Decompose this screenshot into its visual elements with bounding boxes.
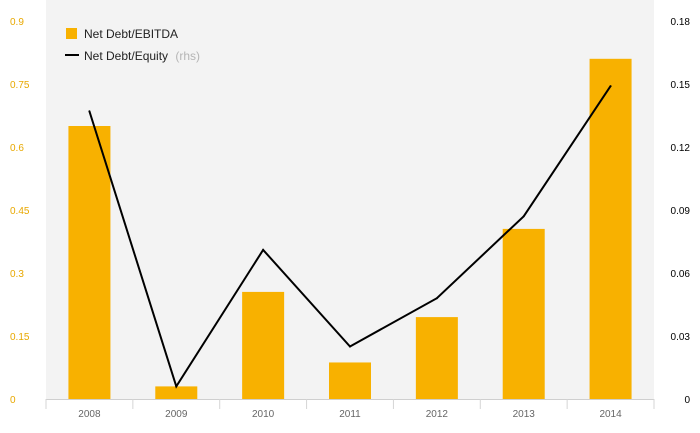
bar-2009 xyxy=(155,386,198,399)
y-right-tick-label: 0.18 xyxy=(671,17,691,28)
y-right-tick-label: 0.12 xyxy=(671,143,691,154)
legend-line-label-suffix: (rhs) xyxy=(175,49,200,63)
y-right-tick-label: 0.06 xyxy=(671,269,691,280)
y-left-tick-label: 0.6 xyxy=(10,143,24,154)
y-left-tick-label: 0.45 xyxy=(10,206,30,217)
x-tick-label-2008: 2008 xyxy=(78,409,101,420)
x-tick-label-2010: 2010 xyxy=(252,409,275,420)
line-point-2008 xyxy=(88,110,91,113)
x-tick-label-2009: 2009 xyxy=(165,409,188,420)
line-point-2012 xyxy=(435,297,438,300)
plot-background xyxy=(46,0,654,399)
bar-2011 xyxy=(329,362,371,399)
bar-2008 xyxy=(68,126,111,399)
y-right-tick-label: 0.03 xyxy=(671,332,691,343)
legend: Net Debt/EBITDA Net Debt/Equity (rhs) xyxy=(65,27,200,63)
bar-2014 xyxy=(589,58,632,400)
legend-line-label: Net Debt/Equity (rhs) xyxy=(84,49,200,63)
y-left-tick-label: 0.75 xyxy=(10,80,30,91)
line-layer xyxy=(88,85,612,389)
x-tick-label-2013: 2013 xyxy=(513,409,536,420)
bars-layer xyxy=(68,58,632,400)
line-point-2014 xyxy=(609,85,612,88)
x-tick-label-2014: 2014 xyxy=(599,409,622,420)
y-right-tick-label: 0.09 xyxy=(671,206,691,217)
bar-2012 xyxy=(415,317,458,399)
line-point-2009 xyxy=(175,385,178,388)
line-point-2013 xyxy=(522,215,525,218)
legend-bar-label: Net Debt/EBITDA xyxy=(84,27,178,41)
x-tick-label-2012: 2012 xyxy=(426,409,449,420)
y-left-tick-label: 0 xyxy=(10,395,16,406)
legend-line-label-main: Net Debt/Equity xyxy=(84,49,168,63)
bar-2010 xyxy=(242,291,285,399)
bar-2013 xyxy=(502,228,545,399)
y-left-tick-label: 0.9 xyxy=(10,17,24,28)
line-point-2010 xyxy=(262,248,265,251)
line-point-2011 xyxy=(349,345,351,348)
y-right-tick-label: 0.15 xyxy=(671,80,691,91)
y-right-tick-label: 0 xyxy=(684,395,690,406)
y-left-tick-label: 0.3 xyxy=(10,269,24,280)
axes-layer: 2008 2009 2010 2011 2012 2013 2014 0 0.15 0.3 0.45… xyxy=(10,17,690,420)
y-left-tick-label: 0.15 xyxy=(10,332,30,343)
x-tick-label-2011: 2011 xyxy=(339,409,361,420)
legend-bar-swatch xyxy=(66,28,77,39)
